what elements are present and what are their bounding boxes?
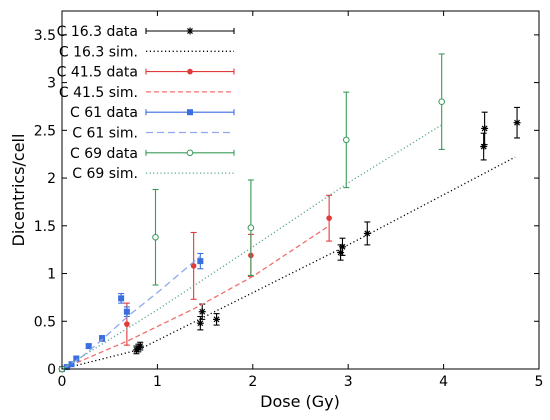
data-point [68, 361, 75, 368]
legend-item: C 41.5 data [57, 65, 235, 81]
plot-area [58, 53, 521, 373]
data-point [338, 243, 346, 251]
legend-item: C 69 sim. [72, 166, 234, 182]
data-point [513, 119, 521, 127]
data-point [213, 315, 221, 323]
legend-label: C 61 data [70, 105, 138, 121]
series-4 [59, 252, 204, 372]
axis-ticks: 0 1 2 3 4 5 0 0.5 1 1.5 2 2.5 3 3.5 [34, 11, 544, 390]
y-axis-label: Dicentrics/cell [9, 134, 28, 247]
sim-line [61, 123, 444, 370]
legend-item: C 69 data [70, 146, 235, 162]
legend-label: C 16.3 data [57, 24, 138, 40]
data-point [196, 319, 204, 327]
legend-label: C 16.3 sim. [59, 44, 138, 60]
data-point [481, 124, 489, 132]
x-tick-label: 5 [535, 374, 544, 390]
x-tick-label: 1 [153, 374, 162, 390]
data-point [190, 263, 197, 269]
data-point [123, 308, 130, 315]
data-point [118, 295, 125, 302]
legend-label: C 69 data [70, 146, 138, 162]
y-tick-label: 3 [47, 76, 56, 92]
legend-item: C 16.3 data [57, 24, 235, 40]
sim-line [61, 225, 330, 370]
y-tick-label: 3.5 [34, 28, 56, 44]
data-point [198, 308, 206, 316]
legend-label: C 41.5 sim. [59, 85, 138, 101]
series-7 [61, 123, 444, 370]
sim-line [61, 156, 516, 370]
data-point [363, 229, 371, 237]
legend-label: C 41.5 data [57, 65, 138, 81]
legend-label: C 61 sim. [72, 126, 138, 142]
legend-marker [187, 109, 193, 116]
x-tick-label: 2 [248, 374, 257, 390]
x-axis-label: Dose (Gy) [260, 392, 340, 411]
series-1 [61, 156, 516, 370]
legend-item: C 61 sim. [72, 126, 234, 142]
data-point [247, 224, 255, 232]
y-tick-label: 0 [47, 362, 56, 378]
data-point [152, 233, 159, 241]
data-point [197, 258, 204, 265]
data-point [342, 136, 350, 144]
data-point [326, 215, 332, 221]
series-2 [59, 194, 333, 372]
legend-item: C 16.3 sim. [59, 44, 234, 60]
x-tick-label: 0 [58, 374, 67, 390]
data-point [124, 321, 130, 327]
series-5 [61, 255, 201, 370]
data-point [63, 364, 70, 371]
legend-item: C 41.5 sim. [59, 85, 234, 101]
series-6 [58, 53, 445, 373]
legend-marker [186, 149, 194, 157]
x-tick-label: 4 [439, 374, 448, 390]
sim-line [61, 255, 201, 370]
legend-marker [187, 68, 193, 75]
y-tick-label: 1.5 [34, 219, 56, 235]
legend-label: C 69 sim. [72, 166, 138, 182]
y-tick-label: 1 [47, 267, 56, 283]
axes-frame [61, 10, 540, 370]
data-point [85, 343, 92, 350]
series-3 [61, 225, 330, 370]
legend-item: C 61 data [70, 105, 235, 121]
y-tick-label: 0.5 [34, 314, 56, 330]
y-tick-label: 2.5 [34, 123, 56, 139]
legend: C 16.3 data C 16.3 sim. C 41.5 data C 41.5 … [57, 24, 235, 182]
legend-marker [186, 27, 194, 35]
x-tick-label: 3 [344, 374, 353, 390]
data-point [99, 335, 106, 342]
data-point [438, 98, 445, 105]
y-tick-label: 2 [47, 171, 56, 187]
data-point [73, 355, 80, 362]
